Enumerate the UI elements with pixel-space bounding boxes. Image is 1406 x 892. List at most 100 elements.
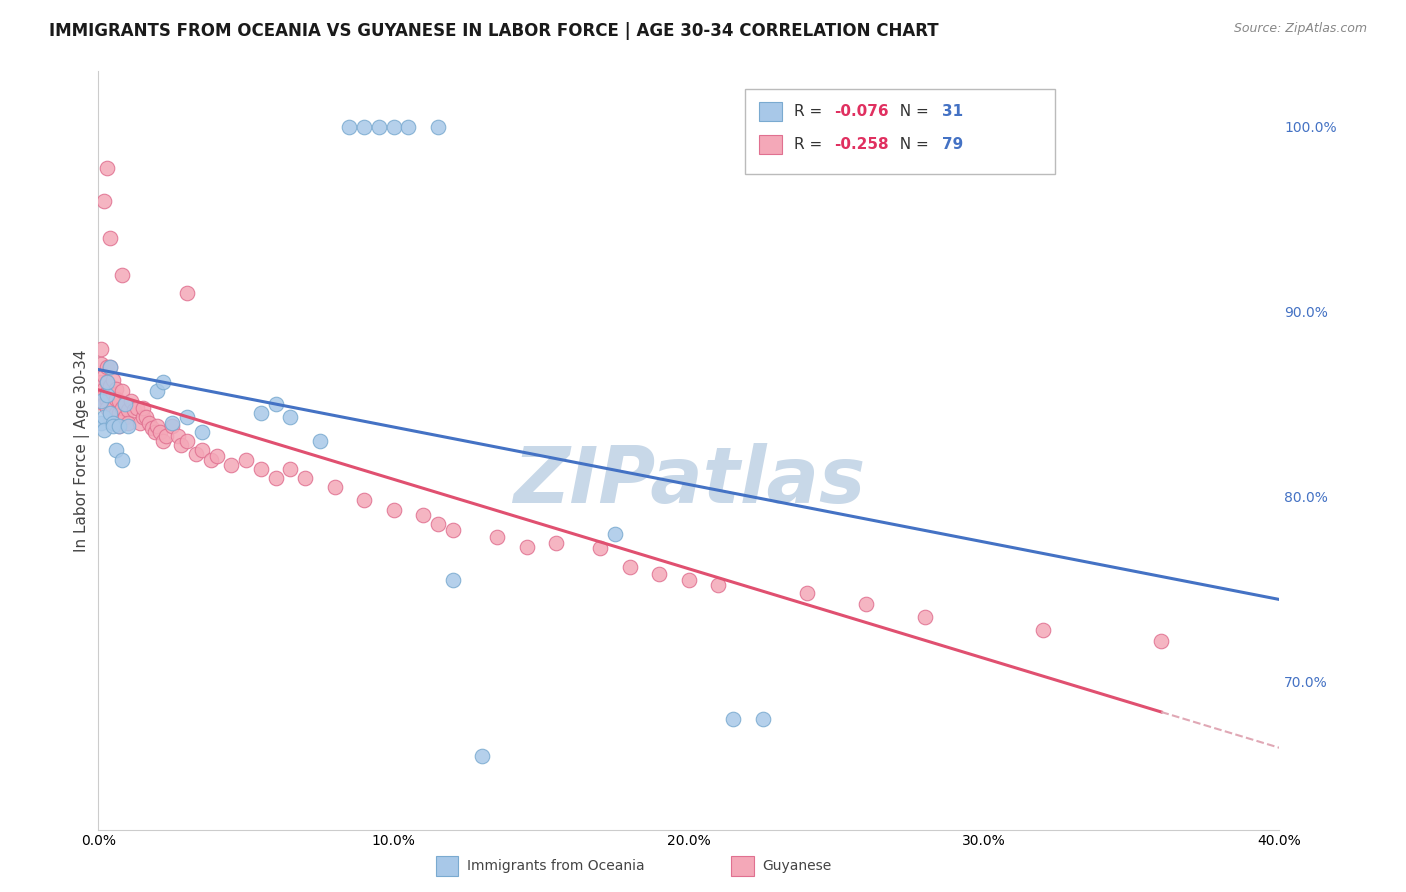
Point [855, 597, 877, 611]
Point [93, 423, 115, 437]
Point [122, 402, 145, 417]
Point [96, 393, 118, 408]
Point [184, 447, 207, 461]
Point [382, 120, 405, 134]
Point [117, 416, 139, 430]
Point [93, 397, 115, 411]
Point [382, 502, 405, 516]
Point [120, 393, 142, 408]
Point [105, 443, 128, 458]
Point [117, 419, 139, 434]
Point [294, 471, 316, 485]
Point [111, 268, 134, 282]
Text: Immigrants from Oceania: Immigrants from Oceania [467, 859, 644, 873]
Point [103, 373, 125, 387]
Point [546, 536, 568, 550]
Point [264, 397, 287, 411]
Point [132, 410, 155, 425]
Point [323, 480, 346, 494]
Text: IMMIGRANTS FROM OCEANIA VS GUYANESE IN LABOR FORCE | AGE 30-34 CORRELATION CHART: IMMIGRANTS FROM OCEANIA VS GUYANESE IN L… [49, 22, 939, 40]
Text: N =: N = [890, 137, 934, 152]
Point [96, 375, 118, 389]
Point [103, 388, 125, 402]
Point [98, 231, 121, 245]
Point [114, 410, 136, 425]
Point [619, 560, 641, 574]
Point [146, 384, 169, 399]
Point [93, 383, 115, 397]
Point [353, 120, 375, 134]
Point [108, 419, 131, 434]
Point [135, 410, 157, 425]
Point [108, 407, 131, 421]
Text: Source: ZipAtlas.com: Source: ZipAtlas.com [1233, 22, 1367, 36]
Text: R =: R = [794, 104, 828, 119]
Point [138, 416, 160, 430]
Point [155, 428, 177, 442]
Point [309, 434, 332, 449]
Point [93, 410, 115, 425]
Point [125, 401, 148, 415]
Point [162, 419, 183, 434]
Point [516, 540, 538, 554]
Point [162, 416, 183, 430]
Point [114, 397, 136, 411]
Point [98, 410, 121, 425]
Point [96, 375, 118, 389]
Text: -0.076: -0.076 [834, 104, 889, 119]
Point [143, 425, 166, 439]
Point [114, 397, 136, 411]
Point [108, 393, 131, 408]
Point [176, 286, 198, 301]
Point [441, 573, 464, 587]
Point [152, 375, 174, 389]
Point [723, 712, 745, 726]
Point [96, 401, 118, 415]
Point [96, 386, 118, 401]
Point [111, 452, 134, 467]
Point [111, 384, 134, 399]
Point [796, 586, 818, 600]
Point [339, 120, 361, 134]
Y-axis label: In Labor Force | Age 30-34: In Labor Force | Age 30-34 [75, 349, 90, 552]
Point [90, 375, 112, 389]
Point [707, 578, 730, 592]
Point [427, 517, 450, 532]
Point [170, 438, 193, 452]
Point [1150, 634, 1173, 648]
Point [176, 434, 198, 449]
Point [98, 360, 121, 375]
Point [368, 120, 391, 134]
Point [176, 410, 198, 425]
Point [103, 419, 125, 434]
Point [141, 421, 163, 435]
Point [98, 360, 121, 375]
Text: Guyanese: Guyanese [762, 859, 831, 873]
Point [93, 194, 115, 208]
Point [221, 458, 243, 473]
Point [250, 407, 273, 421]
Point [235, 452, 257, 467]
Text: N =: N = [890, 104, 934, 119]
Point [605, 526, 627, 541]
Point [427, 120, 450, 134]
Point [90, 342, 112, 356]
Point [98, 407, 121, 421]
Point [98, 388, 121, 402]
Point [914, 610, 936, 624]
Point [264, 471, 287, 485]
Point [96, 388, 118, 402]
Point [648, 567, 671, 582]
Point [128, 416, 150, 430]
Point [111, 401, 134, 415]
Point [752, 712, 775, 726]
Point [90, 393, 112, 408]
Point [353, 493, 375, 508]
Point [105, 383, 128, 397]
Point [98, 378, 121, 392]
Point [103, 416, 125, 430]
Point [280, 410, 302, 425]
Point [1032, 623, 1054, 637]
Point [441, 523, 464, 537]
Text: ZIPatlas: ZIPatlas [513, 442, 865, 519]
